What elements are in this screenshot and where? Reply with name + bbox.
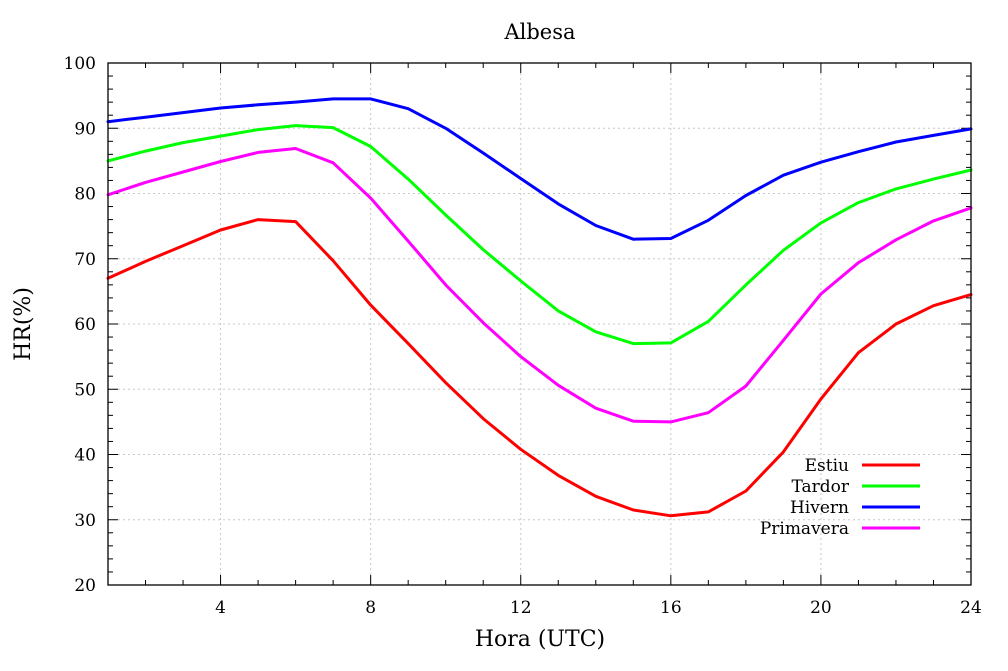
y-tick-label: 20 (74, 576, 96, 596)
x-tick-label: 8 (365, 598, 376, 618)
x-tick-label: 4 (215, 598, 226, 618)
series-lines (106, 97, 973, 518)
y-tick-label: 30 (74, 511, 96, 531)
y-tick-label: 70 (74, 250, 96, 270)
series-line-estiu (106, 218, 973, 518)
x-tick-label: 16 (660, 598, 682, 618)
tick-labels: 20 30 40 50 60 70 80 90 100 4 8 12 16 20 24 (64, 54, 982, 618)
y-tick-label: 80 (74, 185, 96, 205)
series-line-tardor (106, 124, 973, 346)
y-tick-label: 100 (64, 54, 96, 74)
y-tick-label: 40 (74, 446, 96, 466)
series-line-primavera (106, 147, 973, 424)
legend-label-tardor: Tardor (791, 477, 849, 497)
plot-frame (107, 62, 972, 586)
minor-ticks (107, 63, 971, 585)
legend-label-estiu: Estiu (805, 456, 849, 476)
chart-title: Albesa (503, 20, 575, 44)
x-tick-label: 24 (960, 598, 982, 618)
x-tick-label: 20 (810, 598, 832, 618)
legend-label-hivern: Hivern (790, 498, 849, 518)
y-axis-title: HR(%) (11, 287, 36, 361)
series-line-hivern (106, 97, 973, 241)
y-tick-label: 50 (74, 380, 96, 400)
y-tick-label: 60 (74, 315, 96, 335)
y-tick-label: 90 (74, 119, 96, 139)
x-tick-label: 12 (510, 598, 532, 618)
x-axis-title: Hora (UTC) (475, 627, 605, 652)
grid-lines (108, 63, 971, 585)
legend-label-primavera: Primavera (760, 519, 849, 539)
